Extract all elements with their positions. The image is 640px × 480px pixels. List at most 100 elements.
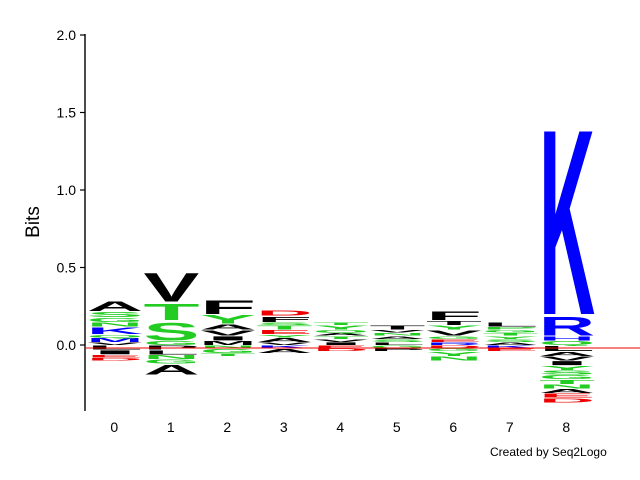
x-position-label: 4: [336, 419, 344, 435]
logo-letter-k-pos-0: K: [87, 325, 143, 336]
logo-letter-d-pos-4: D: [313, 348, 369, 352]
logo-letter-d-pos-0: D: [87, 357, 143, 361]
logo-letter-k-pos-7: K: [483, 345, 539, 349]
logo-letter-l-pos-8: L: [539, 344, 595, 353]
logo-letter-d-pos-8: D: [539, 397, 595, 404]
logo-letter-a-pos-3: A: [257, 337, 313, 344]
x-position-label: 6: [449, 419, 457, 435]
logo-letter-s-pos-3: S: [257, 321, 313, 325]
logo-letter-a-pos-3: A: [257, 348, 313, 355]
logo-letter-p-pos-5: P: [370, 348, 426, 352]
logo-letter-n-pos-0: N: [87, 321, 143, 328]
logo-letter-v-pos-1: V: [144, 265, 200, 310]
logo-letter-n-pos-2: N: [200, 345, 256, 349]
logo-letter-g-pos-5: G: [370, 345, 426, 349]
logo-letter-a-pos-0: A: [87, 299, 143, 314]
logo-letter-f-pos-6: F: [426, 310, 482, 323]
logo-letter-v-pos-0: V: [87, 341, 144, 345]
logo-letter-n-pos-6: N: [426, 355, 482, 362]
logo-letter-s-pos-8: S: [539, 369, 595, 375]
logo-letter-n-pos-8: N: [539, 383, 595, 390]
logo-letter-r-pos-8: R: [539, 312, 595, 342]
logo-letter-n-pos-5: N: [370, 332, 426, 336]
logo-letter-l-pos-7: L: [483, 321, 539, 327]
logo-letter-k-pos-3: K: [257, 345, 313, 349]
logo-letter-t-pos-1: T: [144, 300, 200, 326]
logo-letter-f-pos-2: F: [200, 297, 256, 318]
logo-letter-y-pos-8: Y: [539, 365, 595, 371]
logo-letter-y-pos-6: Y: [426, 351, 482, 357]
logo-letter-y-pos-7: Y: [483, 335, 539, 339]
letter-stacks: VMQKNGSALIEDGSTVPLNGAMIVAYFNGTVAYETSFDKA…: [87, 75, 595, 404]
logo-letter-g-pos-0: G: [87, 317, 143, 323]
logo-letter-m-pos-0: M: [87, 337, 143, 343]
logo-letter-a-pos-5: A: [370, 335, 426, 339]
logo-letter-t-pos-6: T: [426, 320, 482, 326]
logo-letter-y-pos-6: Y: [426, 324, 482, 330]
logo-letter-i-pos-8: I: [539, 360, 595, 366]
logo-letter-i-pos-0: I: [87, 349, 143, 355]
logo-letter-s-pos-7: S: [483, 338, 539, 342]
y-tick-label: 0.0: [57, 337, 77, 353]
logo-letter-e-pos-3: E: [257, 329, 313, 335]
logo-letter-i-pos-2: I: [200, 335, 256, 341]
y-ticks: 2.0 1.5 1.0 0.5 0.0: [57, 27, 85, 353]
logo-letter-h-pos-8: H: [539, 335, 595, 342]
logo-letter-t-pos-5: T: [370, 324, 426, 330]
logo-letter-g-pos-7: G: [483, 329, 539, 333]
logo-letter-g-pos-1: G: [144, 358, 200, 364]
y-axis: 2.0 1.5 1.0 0.5 0.0 Bits: [23, 27, 86, 411]
logo-letter-q-pos-8: Q: [539, 340, 595, 346]
logo-letter-a-pos-4: A: [313, 332, 369, 336]
logo-letter-g-pos-1: G: [144, 340, 200, 346]
logo-letter-e-pos-7: E: [483, 348, 539, 352]
logo-letter-l-pos-1: L: [144, 349, 200, 355]
logo-letter-s-pos-5: S: [370, 338, 426, 342]
x-position-label: 3: [280, 419, 288, 435]
logo-letter-y-pos-4: Y: [313, 324, 369, 330]
logo-letter-t-pos-3: T: [257, 324, 313, 330]
logo-letter-d-pos-3: D: [257, 309, 313, 318]
logo-letter-v-pos-2: V: [200, 329, 256, 338]
logo-letter-t-pos-4: T: [313, 335, 369, 339]
y-tick-label: 0.5: [57, 260, 77, 276]
x-position-label: 7: [506, 419, 514, 435]
x-position-label: 1: [167, 419, 175, 435]
logo-letter-l-pos-5: L: [370, 342, 426, 346]
logo-letter-g-pos-6: G: [426, 348, 482, 352]
y-axis-title: Bits: [23, 206, 44, 238]
logo-letter-v-pos-3: V: [257, 341, 314, 345]
logo-letter-s-pos-0: S: [87, 310, 143, 319]
x-axis-labels: 0 1 2 3 4 5 6 7 8: [110, 419, 570, 435]
logo-letter-v-pos-5: V: [370, 329, 427, 333]
logo-letter-y-pos-2: Y: [200, 313, 256, 326]
logo-letter-q-pos-0: Q: [87, 334, 143, 338]
logo-letter-g-pos-2: G: [200, 348, 256, 354]
y-tick-label: 1.5: [57, 105, 77, 121]
logo-letter-f-pos-3: F: [257, 315, 313, 324]
logo-letter-m-pos-2: M: [200, 340, 256, 346]
logo-letter-e-pos-4: E: [313, 345, 369, 349]
logo-letter-e-pos-8: E: [539, 392, 595, 398]
logo-letter-i-pos-4: I: [313, 342, 369, 346]
logo-letter-p-pos-7: P: [483, 326, 539, 330]
y-tick-label: 1.0: [57, 182, 77, 198]
logo-letter-r-pos-6: R: [426, 341, 482, 345]
logo-letter-g-pos-8: G: [539, 374, 595, 380]
logo-letter-t-pos-2: T: [200, 352, 256, 356]
logo-letter-a-pos-7: A: [483, 341, 539, 345]
logo-letter-q-pos-4: Q: [313, 329, 369, 333]
logo-letter-y-pos-3: Y: [257, 334, 313, 338]
logo-letter-e-pos-0: E: [87, 354, 143, 358]
logo-letter-t-pos-4: T: [313, 321, 369, 325]
logo-letter-v-pos-6: V: [426, 329, 482, 338]
logo-letter-t-pos-8: T: [539, 379, 595, 385]
logo-letter-a-pos-8: A: [539, 351, 595, 358]
logo-letter-g-pos-6: G: [426, 335, 482, 339]
logo-letter-a-pos-2: A: [200, 323, 256, 332]
x-position-label: 0: [110, 419, 118, 435]
logo-letter-a-pos-1: A: [144, 362, 200, 377]
logo-letter-t-pos-7: T: [483, 332, 539, 336]
credit-text: Created by Seq2Logo: [490, 445, 607, 459]
